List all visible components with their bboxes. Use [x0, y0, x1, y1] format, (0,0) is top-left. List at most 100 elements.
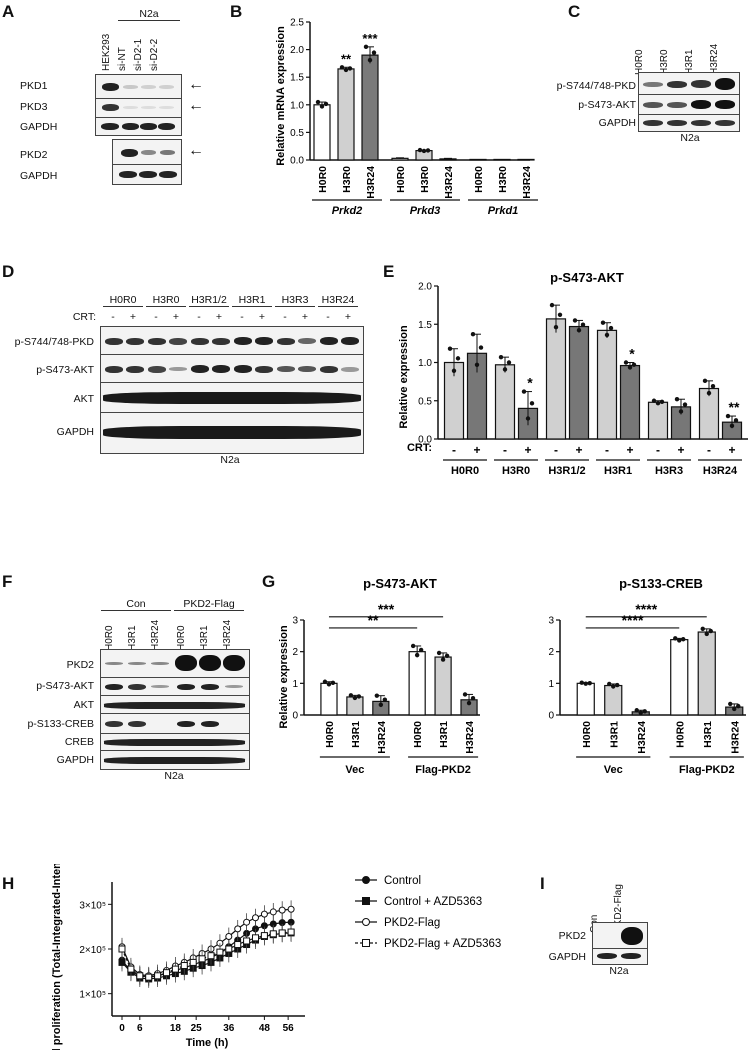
data-point: [189, 958, 197, 966]
lane-group-label: H3R1: [232, 294, 272, 307]
y-axis-label: Relative expression: [398, 325, 410, 429]
data-point: [674, 397, 680, 402]
data-point: [352, 695, 358, 701]
data-point: [579, 680, 584, 685]
crt-sign: +: [215, 311, 223, 323]
bar: [434, 656, 452, 716]
panel-label-d: D: [2, 262, 15, 281]
crt-sign: +: [728, 443, 735, 457]
blot-strip: [95, 98, 182, 118]
group-label: Prkd1: [488, 205, 519, 217]
data-point: [410, 643, 416, 649]
blot-caption: N2a: [609, 965, 629, 977]
crt-sign: -: [554, 443, 558, 457]
data-point: [216, 948, 224, 956]
x-tick-label: H3R24: [365, 166, 377, 199]
blot-row-label: PKD2: [558, 930, 586, 942]
blot-caption: N2a: [680, 132, 700, 144]
blot-row-label: GAPDH: [20, 121, 58, 133]
blot-row-label: p-S473-AKT: [578, 99, 636, 111]
x-tick-label: H3R24: [636, 721, 648, 754]
x-tick-label: H3R0: [419, 166, 431, 193]
bar: [545, 318, 567, 440]
legend-label: PKD2-Flag: [384, 917, 440, 929]
significance-mark: *: [629, 346, 635, 362]
group-label: H3R0: [502, 465, 530, 477]
data-point: [708, 628, 713, 634]
blot-strip: [592, 922, 648, 950]
lane-label: H0R0: [104, 625, 115, 651]
data-point: [234, 925, 242, 933]
panel-label-h: H: [2, 874, 15, 893]
crt-label: CRT:: [72, 311, 96, 323]
data-point: [418, 647, 424, 653]
y-tick-label: 2×10⁵: [79, 945, 106, 956]
data-point: [269, 908, 277, 916]
data-point: [425, 148, 431, 153]
significance-mark: ****: [635, 601, 657, 617]
y-tick-label: 1.0: [418, 358, 432, 369]
crt-sign: +: [258, 311, 266, 323]
data-point: [252, 914, 259, 922]
crt-sign: -: [452, 443, 456, 457]
data-point: [623, 360, 629, 365]
y-tick-label: 0.5: [418, 396, 432, 407]
data-point: [728, 701, 733, 707]
bar: [619, 364, 641, 440]
x-tick-label: H3R1: [350, 721, 362, 748]
data-point: [436, 650, 442, 656]
blot-strip: [100, 382, 364, 414]
x-tick-label: H0R0: [581, 721, 593, 748]
blot-row-label: PKD2: [20, 149, 48, 161]
significance-mark: ***: [362, 31, 378, 46]
data-point: [642, 709, 647, 714]
panel-label-b: B: [230, 2, 243, 21]
blot-row-label: PKD3: [20, 101, 48, 113]
legend-marker: [362, 897, 370, 905]
chart-b: Relative mRNA expression 0.0 0.5 1.0 1.5 2.0…: [275, 18, 538, 217]
data-point: [455, 356, 461, 361]
crt-sign: +: [344, 311, 352, 323]
data-point: [260, 932, 268, 940]
arrow-icon: ←: [188, 142, 204, 159]
legend-label: PKD2-Flag + AZD5363: [384, 938, 501, 950]
data-point: [374, 693, 380, 698]
crt-sign: +: [129, 311, 137, 323]
data-point: [417, 147, 423, 153]
data-point: [673, 636, 678, 641]
group-label: Vec: [345, 764, 364, 776]
bar: [517, 158, 535, 161]
x-tick-label: H0R0: [674, 721, 686, 748]
data-point: [447, 346, 453, 351]
data-point: [118, 958, 126, 966]
y-tick-label: 3: [548, 616, 554, 627]
lane-label: HEK293: [101, 33, 112, 71]
blot-row-label: AKT: [73, 699, 94, 711]
bar: [596, 329, 618, 440]
blot-row-label: PKD2: [66, 659, 94, 671]
data-point: [506, 360, 512, 365]
data-point: [521, 389, 527, 394]
data-point: [378, 702, 384, 708]
group-label: Flag-PKD2: [415, 764, 471, 776]
group-label: Prkd2: [332, 205, 363, 217]
panel-label-c: C: [568, 2, 581, 21]
x-tick-label: H3R1: [608, 721, 620, 748]
blot-strip: [112, 164, 182, 185]
blot-row-label: GAPDH: [56, 754, 94, 766]
y-tick-label: 2.5: [290, 18, 304, 29]
blot-strip: [592, 948, 648, 965]
crt-label: CRT:: [407, 442, 432, 454]
arrow-icon: ←: [188, 97, 204, 114]
x-axis-label: Time (h): [186, 1037, 229, 1049]
data-point: [243, 918, 251, 926]
lane-group-label: H0R0: [103, 294, 143, 307]
y-tick-label: 0: [292, 711, 298, 722]
data-point: [627, 365, 633, 370]
chart-g: Relative expression p-S473-AKT 0 1 2 3 H0R0 H3…: [278, 576, 746, 776]
crt-sign: -: [240, 311, 244, 323]
bar: [469, 158, 487, 161]
data-point: [315, 99, 321, 105]
data-point: [118, 945, 126, 953]
group-label: H0R0: [451, 465, 479, 477]
